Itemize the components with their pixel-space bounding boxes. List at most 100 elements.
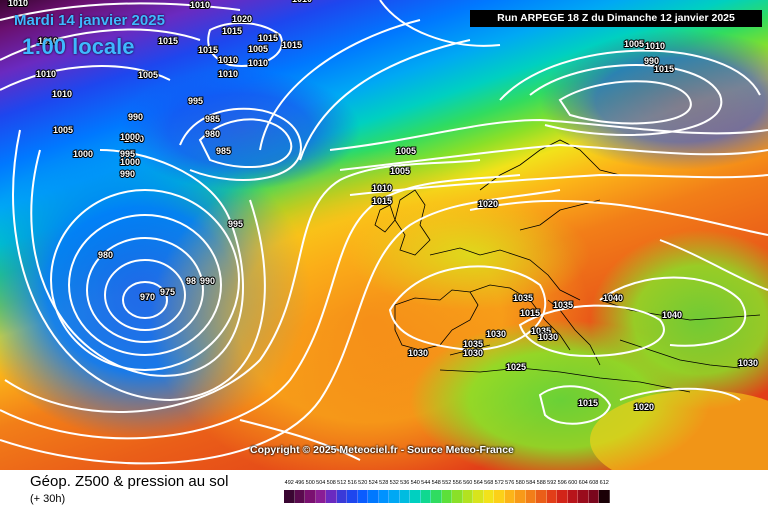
legend-tick: 544: [421, 480, 431, 486]
isobar-label: 98: [186, 276, 196, 286]
legend-cell: 532: [389, 480, 400, 504]
legend-cell: 576: [504, 480, 515, 504]
legend-tick: 596: [557, 480, 567, 486]
legend-cell: 560: [462, 480, 473, 504]
legend-swatch: [567, 490, 578, 503]
isobar-label: 1010: [645, 41, 665, 51]
legend-swatch: [588, 490, 599, 503]
legend-cell: 552: [441, 480, 452, 504]
legend-tick: 500: [305, 480, 315, 486]
isobar-label: 1025: [506, 362, 526, 372]
legend-tick: 532: [389, 480, 399, 486]
isobar-label: 990: [128, 112, 143, 122]
isobar-label: 1010: [292, 0, 312, 4]
map-panel: 1010 1020 1010 1015 1010 1015 1015 1015 …: [0, 0, 768, 470]
isobar-label: 1010: [218, 55, 238, 65]
isobar-label: 1010: [36, 69, 56, 79]
legend-cell: 540: [410, 480, 421, 504]
isobar-label: 1005: [390, 166, 410, 176]
isobar-label: 995: [228, 219, 243, 229]
legend-swatch: [305, 490, 316, 503]
isobar-label: 1015: [654, 64, 674, 74]
model-run-banner: Run ARPEGE 18 Z du Dimanche 12 janvier 2…: [470, 10, 762, 27]
legend-swatch: [473, 490, 484, 503]
isobar-label: 1010: [372, 183, 392, 193]
legend-tick: 492: [284, 480, 294, 486]
legend-swatch: [599, 490, 610, 503]
legend-swatch: [378, 490, 389, 503]
isobar-label: 1005: [248, 44, 268, 54]
isobar-label: 1010: [248, 58, 268, 68]
legend-swatch: [578, 490, 589, 503]
isobar-label: 1040: [603, 293, 623, 303]
legend-tick: 504: [316, 480, 326, 486]
legend-cell: 520: [357, 480, 368, 504]
legend-swatch: [368, 490, 379, 503]
legend-tick: 556: [452, 480, 462, 486]
isobar-label: 1035: [513, 293, 533, 303]
forecast-date: Mardi 14 janvier 2025: [14, 12, 165, 29]
legend-tick: 520: [358, 480, 368, 486]
isobar-label: 1005: [624, 39, 644, 49]
legend-cell: 500: [305, 480, 316, 504]
legend-tick: 512: [337, 480, 347, 486]
legend-swatch: [399, 490, 410, 503]
isobar-label: 1030: [408, 348, 428, 358]
legend-cell: 572: [494, 480, 505, 504]
isobar-label: 1000: [120, 157, 140, 167]
legend-swatch: [347, 490, 358, 503]
legend-swatch: [504, 490, 515, 503]
legend-tick: 600: [568, 480, 578, 486]
legend-swatch: [420, 490, 431, 503]
legend-swatch: [515, 490, 526, 503]
legend-cell: 592: [546, 480, 557, 504]
legend-tick: 608: [589, 480, 599, 486]
isobar-label: 1010: [8, 0, 28, 8]
legend-cell: 588: [536, 480, 547, 504]
legend-cell: 544: [420, 480, 431, 504]
legend-cell: 508: [326, 480, 337, 504]
legend-tick: 572: [494, 480, 504, 486]
copyright-notice: Copyright © 2025 Meteociel.fr - Source M…: [250, 444, 514, 456]
legend-swatch: [557, 490, 568, 503]
legend-swatch: [494, 490, 505, 503]
legend-swatch: [357, 490, 368, 503]
legend-swatch: [431, 490, 442, 503]
isobar-label: 1035: [553, 300, 573, 310]
legend-swatch: [462, 490, 473, 503]
isobar-label: 995: [188, 96, 203, 106]
legend-cell: 612: [599, 480, 610, 504]
isobar-label: 1005: [53, 125, 73, 135]
legend-tick: 612: [599, 480, 609, 486]
legend-tick: 516: [347, 480, 357, 486]
legend-tick: 496: [295, 480, 305, 486]
legend-cell: 600: [567, 480, 578, 504]
isobar-label: 1030: [738, 358, 758, 368]
legend-tick: 536: [400, 480, 410, 486]
legend-cell: 556: [452, 480, 463, 504]
legend-cell: 584: [525, 480, 536, 504]
legend-cell: 604: [578, 480, 589, 504]
legend-swatch: [315, 490, 326, 503]
isobar-label: 980: [98, 250, 113, 260]
legend-tick: 560: [463, 480, 473, 486]
legend-tick: 580: [515, 480, 525, 486]
isobar-label: 1015: [520, 308, 540, 318]
isobar-label: 985: [205, 114, 220, 124]
legend-cell: 528: [378, 480, 389, 504]
legend-swatch: [284, 490, 295, 503]
legend-tick: 604: [578, 480, 588, 486]
isobar-label: 1030: [463, 348, 483, 358]
isobar-label: 1030: [538, 332, 558, 342]
legend-tick: 568: [484, 480, 494, 486]
legend-tick: 564: [473, 480, 483, 486]
legend-tick: 588: [536, 480, 546, 486]
legend-tick: 524: [368, 480, 378, 486]
isobar-label: 1020: [232, 14, 252, 24]
isobar-label: 1035: [531, 326, 551, 336]
legend-cell: 492: [284, 480, 295, 504]
isobar-label: 995: [120, 149, 135, 159]
isobar-labels: 1010 1020 1010 1015 1010 1015 1015 1015 …: [7, 0, 759, 413]
isobar-label: 1015: [222, 26, 242, 36]
legend-cell: 580: [515, 480, 526, 504]
